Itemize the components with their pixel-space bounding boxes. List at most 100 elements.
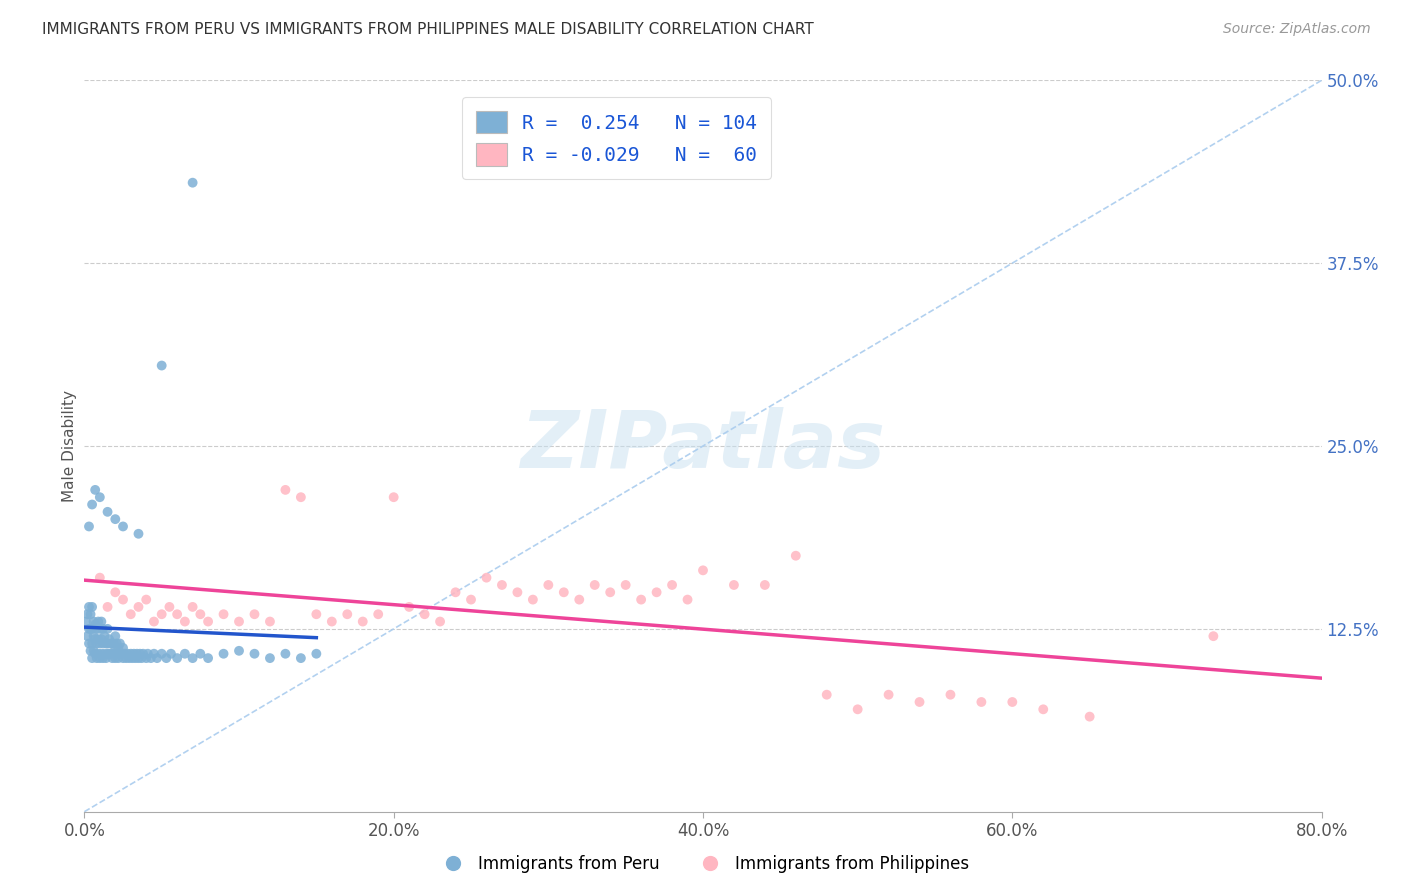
Point <box>104 651 127 665</box>
Point <box>160 647 183 661</box>
Point <box>815 688 838 702</box>
Point <box>166 651 188 665</box>
Point <box>122 647 145 661</box>
Point <box>128 526 150 541</box>
Point <box>97 647 120 661</box>
Point <box>174 615 197 629</box>
Point <box>136 647 159 661</box>
Point <box>723 578 745 592</box>
Point <box>91 651 114 665</box>
Point <box>75 615 97 629</box>
Point <box>568 592 591 607</box>
Point <box>94 651 117 665</box>
Point <box>83 644 105 658</box>
Point <box>274 647 297 661</box>
Point <box>212 607 235 622</box>
Point <box>676 592 699 607</box>
Point <box>908 695 931 709</box>
Point <box>93 647 115 661</box>
Point <box>228 644 250 658</box>
Point <box>115 651 138 665</box>
Point <box>754 578 776 592</box>
Point <box>188 647 212 661</box>
Point <box>87 632 110 646</box>
Point <box>112 640 135 655</box>
Point <box>212 647 235 661</box>
Point <box>429 615 451 629</box>
Y-axis label: Male Disability: Male Disability <box>62 390 77 502</box>
Point <box>86 622 108 636</box>
Point <box>128 599 150 614</box>
Point <box>104 512 127 526</box>
Point <box>79 622 101 636</box>
Point <box>77 636 100 650</box>
Point <box>90 632 112 646</box>
Point <box>84 483 107 497</box>
Point <box>86 636 108 650</box>
Point <box>86 651 108 665</box>
Point <box>84 617 107 632</box>
Point <box>155 651 177 665</box>
Point <box>132 647 155 661</box>
Point <box>228 615 250 629</box>
Point <box>98 632 121 646</box>
Point <box>82 636 104 650</box>
Point <box>661 578 683 592</box>
Point <box>112 651 135 665</box>
Point <box>89 651 111 665</box>
Point <box>82 651 104 665</box>
Point <box>143 615 166 629</box>
Point <box>105 636 128 650</box>
Point <box>135 651 157 665</box>
Point <box>79 607 101 622</box>
Point <box>139 651 162 665</box>
Point <box>84 632 107 646</box>
Point <box>131 651 153 665</box>
Point <box>259 651 281 665</box>
Point <box>87 647 110 661</box>
Point <box>82 599 104 614</box>
Text: IMMIGRANTS FROM PERU VS IMMIGRANTS FROM PHILIPPINES MALE DISABILITY CORRELATION : IMMIGRANTS FROM PERU VS IMMIGRANTS FROM … <box>42 22 814 37</box>
Point <box>174 647 197 661</box>
Point <box>112 592 135 607</box>
Point <box>475 571 498 585</box>
Point <box>77 599 100 614</box>
Point <box>1001 695 1024 709</box>
Point <box>76 629 98 643</box>
Point <box>120 607 142 622</box>
Point <box>128 651 150 665</box>
Point <box>103 636 125 650</box>
Point <box>87 615 110 629</box>
Point <box>89 636 111 650</box>
Point <box>107 640 129 655</box>
Point <box>259 615 281 629</box>
Point <box>645 585 668 599</box>
Point <box>382 490 405 504</box>
Point <box>537 578 560 592</box>
Point <box>90 647 112 661</box>
Point <box>129 647 152 661</box>
Point <box>197 615 219 629</box>
Point <box>114 647 136 661</box>
Point <box>105 647 128 661</box>
Point <box>274 483 297 497</box>
Point <box>97 636 120 650</box>
Point <box>181 599 204 614</box>
Point <box>112 519 135 533</box>
Text: Source: ZipAtlas.com: Source: ZipAtlas.com <box>1223 22 1371 37</box>
Point <box>181 176 204 190</box>
Point <box>413 607 436 622</box>
Point <box>970 695 993 709</box>
Point <box>82 622 104 636</box>
Point <box>83 629 105 643</box>
Point <box>91 636 114 650</box>
Point <box>939 688 962 702</box>
Point <box>77 622 100 636</box>
Legend: R =  0.254   N = 104, R = -0.029   N =  60: R = 0.254 N = 104, R = -0.029 N = 60 <box>463 97 770 179</box>
Point <box>553 585 575 599</box>
Point <box>305 607 328 622</box>
Point <box>150 359 173 373</box>
Point <box>352 615 374 629</box>
Point <box>93 629 115 643</box>
Point <box>243 607 266 622</box>
